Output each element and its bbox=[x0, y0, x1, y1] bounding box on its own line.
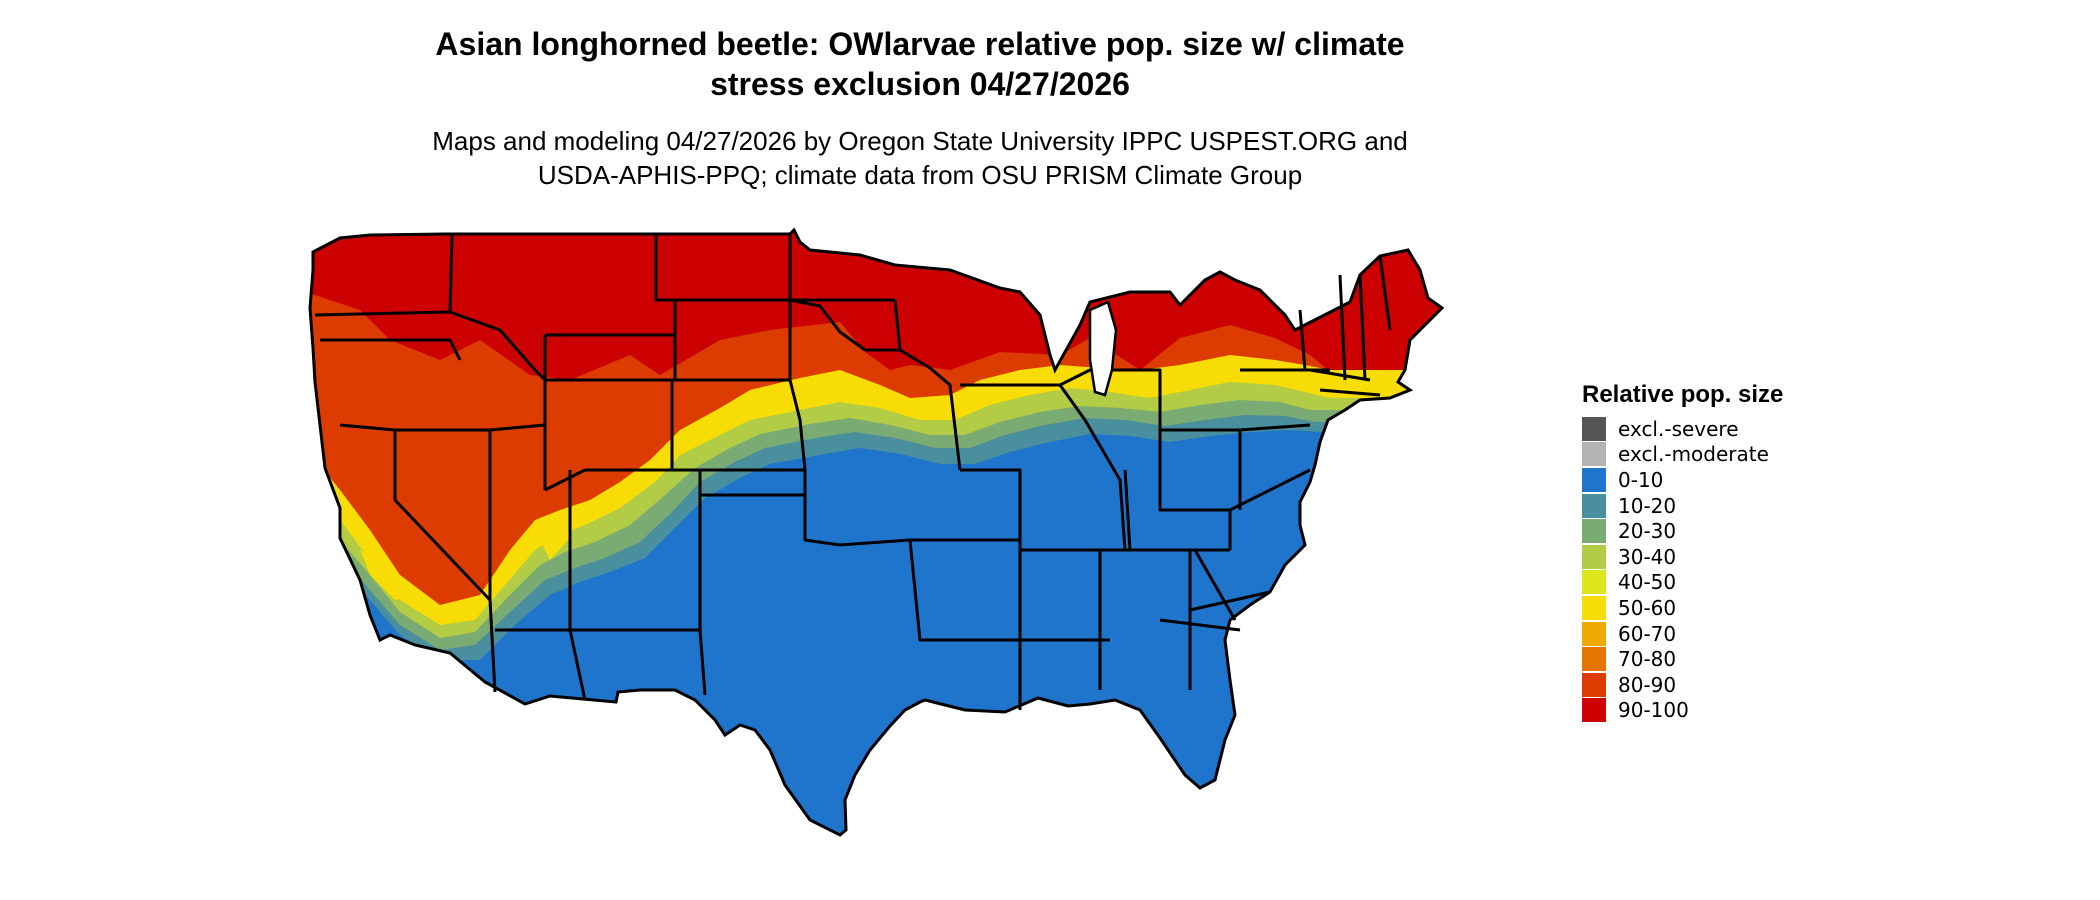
legend-item: 40-50 bbox=[1582, 570, 1783, 596]
legend-label: 50-60 bbox=[1618, 595, 1677, 620]
map-title: Asian longhorned beetle: OWlarvae relati… bbox=[390, 24, 1450, 104]
legend-item: excl.-moderate bbox=[1582, 442, 1783, 468]
legend-label: 40-50 bbox=[1618, 570, 1677, 595]
legend-swatch bbox=[1582, 493, 1606, 518]
legend: Relative pop. size excl.-severe excl.-mod… bbox=[1582, 380, 1783, 723]
legend-swatch bbox=[1582, 698, 1606, 723]
legend-swatch bbox=[1582, 544, 1606, 569]
legend-item: 50-60 bbox=[1582, 595, 1783, 621]
legend-label: 90-100 bbox=[1618, 698, 1689, 723]
subtitle-line-1: Maps and modeling 04/27/2026 by Oregon S… bbox=[432, 126, 1408, 156]
legend-label: 10-20 bbox=[1618, 493, 1677, 518]
legend-swatch bbox=[1582, 621, 1606, 646]
legend-title: Relative pop. size bbox=[1582, 381, 1784, 408]
subtitle-line-2: USDA-APHIS-PPQ; climate data from OSU PR… bbox=[537, 160, 1303, 190]
legend-label: excl.-severe bbox=[1618, 416, 1739, 441]
legend-item: 60-70 bbox=[1582, 621, 1783, 647]
legend-swatch bbox=[1582, 519, 1606, 544]
legend-item: 70-80 bbox=[1582, 646, 1783, 672]
legend-item: excl.-severe bbox=[1582, 416, 1783, 442]
legend-items: excl.-severe excl.-moderate 0-10 10-20 20-30… bbox=[1582, 416, 1783, 723]
map-subtitle: Maps and modeling 04/27/2026 by Oregon S… bbox=[390, 124, 1450, 192]
state-borders bbox=[314, 233, 1392, 710]
title-line-2: stress exclusion 04/27/2026 bbox=[710, 66, 1130, 102]
legend-label: 20-30 bbox=[1618, 519, 1677, 544]
legend-label: 60-70 bbox=[1618, 621, 1677, 646]
legend-label: 0-10 bbox=[1618, 467, 1664, 492]
legend-item: 80-90 bbox=[1582, 672, 1783, 698]
lake-michigan bbox=[1088, 300, 1118, 397]
legend-item: 30-40 bbox=[1582, 544, 1783, 570]
legend-item: 0-10 bbox=[1582, 467, 1783, 493]
legend-swatch bbox=[1582, 442, 1606, 467]
legend-swatch bbox=[1582, 647, 1606, 672]
legend-item: 10-20 bbox=[1582, 493, 1783, 519]
us-map bbox=[308, 228, 1444, 837]
title-line-1: Asian longhorned beetle: OWlarvae relati… bbox=[435, 26, 1405, 62]
legend-label: excl.-moderate bbox=[1618, 442, 1769, 467]
legend-label: 30-40 bbox=[1618, 544, 1677, 569]
legend-swatch bbox=[1582, 570, 1606, 595]
legend-label: 70-80 bbox=[1618, 647, 1677, 672]
legend-item: 20-30 bbox=[1582, 518, 1783, 544]
legend-label: 80-90 bbox=[1618, 672, 1677, 697]
legend-swatch bbox=[1582, 416, 1606, 441]
legend-item: 90-100 bbox=[1582, 698, 1783, 724]
legend-swatch bbox=[1582, 467, 1606, 492]
legend-swatch bbox=[1582, 672, 1606, 697]
legend-swatch bbox=[1582, 595, 1606, 620]
